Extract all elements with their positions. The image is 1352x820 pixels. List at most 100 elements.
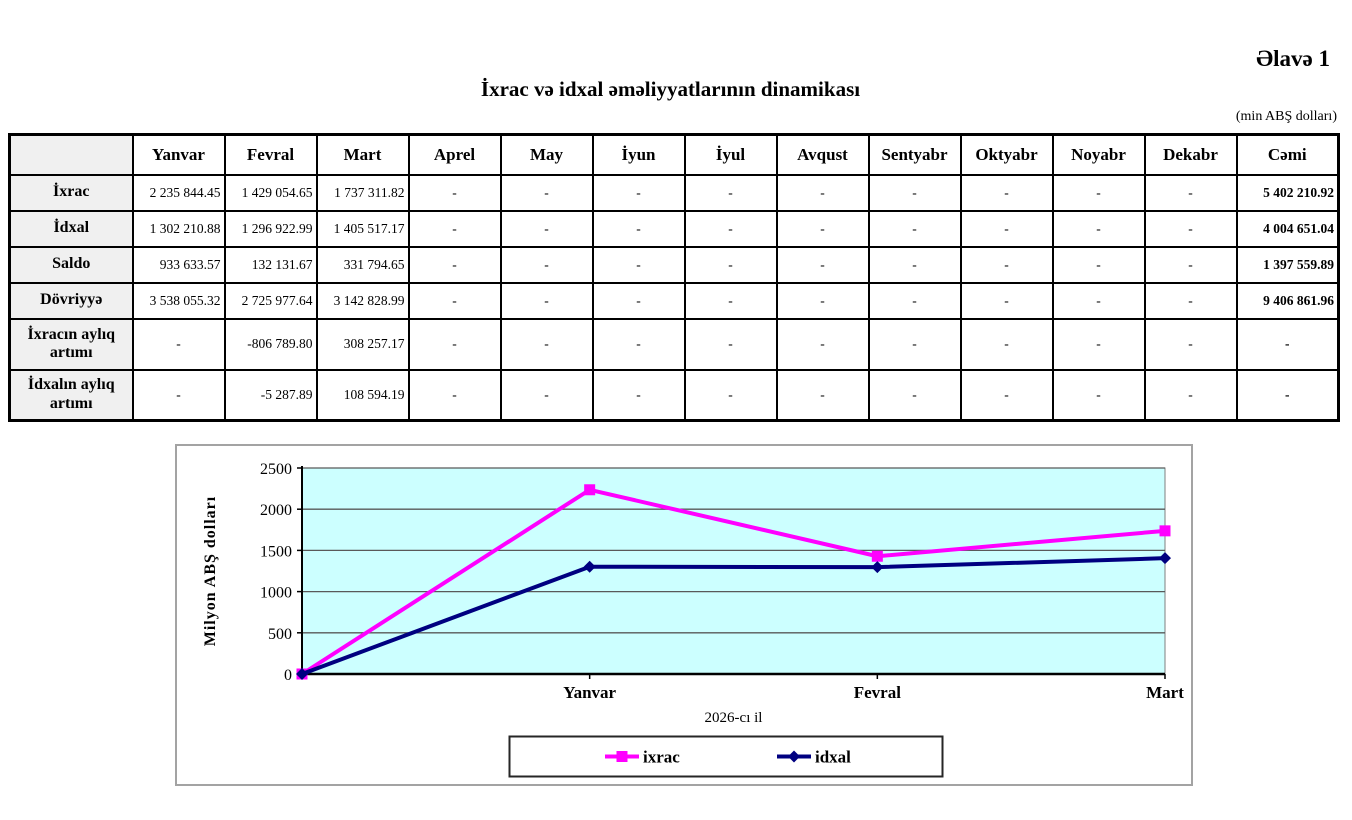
y-tick-label: 1000 <box>260 585 292 602</box>
value-cell: - <box>683 245 778 284</box>
value-cell: - <box>499 317 594 371</box>
value-cell: - <box>1051 317 1146 371</box>
value-cell: - <box>1143 281 1238 320</box>
column-header: Yanvar <box>131 133 226 176</box>
total-cell: 4 004 651.04 <box>1235 209 1340 248</box>
value-cell: 308 257.17 <box>315 317 410 371</box>
column-header: Sentyabr <box>867 133 962 176</box>
value-cell: - <box>1051 245 1146 284</box>
value-cell: - <box>1143 368 1238 422</box>
total-cell: 9 406 861.96 <box>1235 281 1340 320</box>
column-header: İyul <box>683 133 778 176</box>
marker-idxal <box>583 560 596 573</box>
value-cell: - <box>1143 245 1238 284</box>
value-cell: 2 725 977.64 <box>223 281 318 320</box>
y-tick-label: 500 <box>268 626 292 643</box>
column-header: Mart <box>315 133 410 176</box>
value-cell: - <box>591 368 686 422</box>
total-cell: 1 397 559.89 <box>1235 245 1340 284</box>
value-cell: - <box>683 209 778 248</box>
column-header: Dekabr <box>1143 133 1238 176</box>
value-cell: -5 287.89 <box>223 368 318 422</box>
total-cell: - <box>1235 317 1340 371</box>
row-label: Saldo <box>8 245 134 284</box>
x-tick-label: Fevral <box>854 683 901 702</box>
value-cell: 331 794.65 <box>315 245 410 284</box>
series-line-ixrac <box>300 487 1166 676</box>
value-cell: - <box>499 173 594 212</box>
table-row: İdxal 1 302 210.88 1 296 922.99 1 405 517.1… <box>8 209 1340 248</box>
table-body: İxrac 2 235 844.45 1 429 054.65 1 737 311.8… <box>8 173 1340 422</box>
value-cell: - <box>591 245 686 284</box>
unit-note: (min ABŞ dolları) <box>1235 109 1337 124</box>
value-cell: - <box>1051 281 1146 320</box>
total-cell: - <box>1235 368 1340 422</box>
row-label: Dövriyyə <box>8 281 134 320</box>
column-header: İyun <box>591 133 686 176</box>
value-cell: 1 302 210.88 <box>131 209 226 248</box>
value-cell: - <box>959 245 1054 284</box>
value-cell: - <box>959 209 1054 248</box>
value-cell: - <box>499 368 594 422</box>
value-cell: 2 235 844.45 <box>131 173 226 212</box>
value-cell: -806 789.80 <box>223 317 318 371</box>
value-cell: - <box>867 209 962 248</box>
table-row: Dövriyyə 3 538 055.32 2 725 977.64 3 142 82… <box>8 281 1340 320</box>
value-cell: 933 633.57 <box>131 245 226 284</box>
value-cell: - <box>775 368 870 422</box>
value-cell: - <box>775 317 870 371</box>
value-cell: 108 594.19 <box>315 368 410 422</box>
value-cell: - <box>959 317 1054 371</box>
marker-idxal <box>871 561 884 574</box>
value-cell: - <box>407 209 502 248</box>
value-cell: - <box>959 281 1054 320</box>
value-cell: - <box>131 317 226 371</box>
header-row: Yanvar Fevral Mart Aprel May İyun İyul Avqust Se… <box>8 133 1340 176</box>
value-cell: - <box>1143 209 1238 248</box>
value-cell: - <box>1051 209 1146 248</box>
value-cell: - <box>591 317 686 371</box>
row-label: İdxalın aylıq artımı <box>8 368 134 422</box>
value-cell: - <box>499 281 594 320</box>
page-title: İxrac və idxal əməliyyatlarının dinamika… <box>480 77 861 101</box>
value-cell: - <box>775 281 870 320</box>
legend-label-idxal: idxal <box>815 748 851 767</box>
value-cell: - <box>867 368 962 422</box>
value-cell: - <box>867 317 962 371</box>
value-cell: - <box>683 317 778 371</box>
value-cell: - <box>591 209 686 248</box>
x-axis-title: 2026-cı il <box>705 710 763 726</box>
value-cell: 1 405 517.17 <box>315 209 410 248</box>
dynamics-table: Yanvar Fevral Mart Aprel May İyun İyul Avqust Se… <box>8 133 1340 422</box>
value-cell: - <box>131 368 226 422</box>
row-label: İxracın aylıq artımı <box>8 317 134 371</box>
value-cell: 1 737 311.82 <box>315 173 410 212</box>
table-row: İdxalın aylıq artımı - -5 287.89 108 594.19… <box>8 368 1340 422</box>
column-header: Aprel <box>407 133 502 176</box>
chart-canvas: 0 500 1000 1500 2000 2500 Yanvar Fevral Mart 2026… <box>202 461 1184 778</box>
corner-cell <box>8 133 134 176</box>
table-row: İxracın aylıq artımı - -806 789.80 308 257.… <box>8 317 1340 371</box>
value-cell: - <box>407 281 502 320</box>
table-row: Saldo 933 633.57 132 131.67 331 794.65- - - - -… <box>8 245 1340 284</box>
marker-idxal <box>296 668 308 680</box>
value-cell: - <box>775 245 870 284</box>
table-row: İxrac 2 235 844.45 1 429 054.65 1 737 311.8… <box>8 173 1340 212</box>
value-cell: - <box>959 173 1054 212</box>
value-cell: - <box>407 245 502 284</box>
x-tick-label: Yanvar <box>563 683 616 702</box>
series-line-idxal <box>301 556 1166 676</box>
column-header: Oktyabr <box>959 133 1054 176</box>
marker-ixrac <box>871 550 883 562</box>
value-cell: - <box>499 245 594 284</box>
value-cell: - <box>867 173 962 212</box>
y-tick-label: 2000 <box>260 502 292 519</box>
value-cell: 132 131.67 <box>223 245 318 284</box>
value-cell: - <box>683 281 778 320</box>
y-tick-label: 0 <box>284 667 292 684</box>
marker-idxal <box>1159 552 1171 565</box>
column-header: May <box>499 133 594 176</box>
row-label: İxrac <box>8 173 134 212</box>
column-header: Cəmi <box>1235 133 1340 176</box>
column-header: Noyabr <box>1051 133 1146 176</box>
